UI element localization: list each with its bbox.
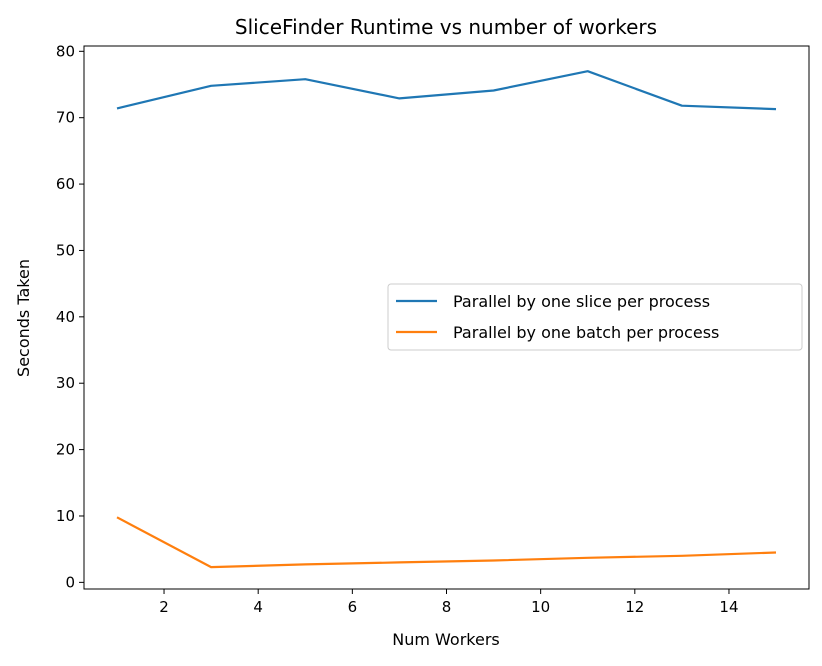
legend-label-2: Parallel by one batch per process <box>453 323 719 342</box>
legend-box <box>387 283 803 351</box>
x-tick-label: 6 <box>348 598 358 616</box>
y-tick-label: 10 <box>56 507 75 525</box>
legend: Parallel by one slice per process Paralle… <box>387 283 803 351</box>
x-axis: 2 4 6 8 10 12 14 <box>159 589 739 616</box>
plot-lines <box>116 70 777 569</box>
x-axis-title: Num Workers <box>392 630 499 649</box>
y-tick-label: 60 <box>56 175 75 193</box>
y-tick-label: 20 <box>56 441 75 459</box>
y-axis: 0 10 20 30 40 50 60 70 80 <box>56 42 84 591</box>
y-tick-label: 30 <box>56 374 75 392</box>
y-axis-title: Seconds Taken <box>14 259 33 377</box>
x-tick-label: 10 <box>531 598 550 616</box>
series-line-1 <box>116 70 777 111</box>
y-tick-label: 0 <box>65 573 75 591</box>
y-tick-label: 50 <box>56 241 75 259</box>
x-tick-label: 12 <box>625 598 644 616</box>
y-tick-label: 40 <box>56 308 75 326</box>
x-tick-label: 14 <box>719 598 738 616</box>
y-tick-label: 70 <box>56 109 75 127</box>
x-tick-label: 2 <box>159 598 169 616</box>
legend-label-1: Parallel by one slice per process <box>453 292 710 311</box>
series-line-2 <box>116 516 777 569</box>
x-tick-label: 4 <box>253 598 263 616</box>
chart-title: SliceFinder Runtime vs number of workers <box>235 15 657 39</box>
y-tick-label: 80 <box>56 42 75 60</box>
x-tick-label: 8 <box>442 598 452 616</box>
